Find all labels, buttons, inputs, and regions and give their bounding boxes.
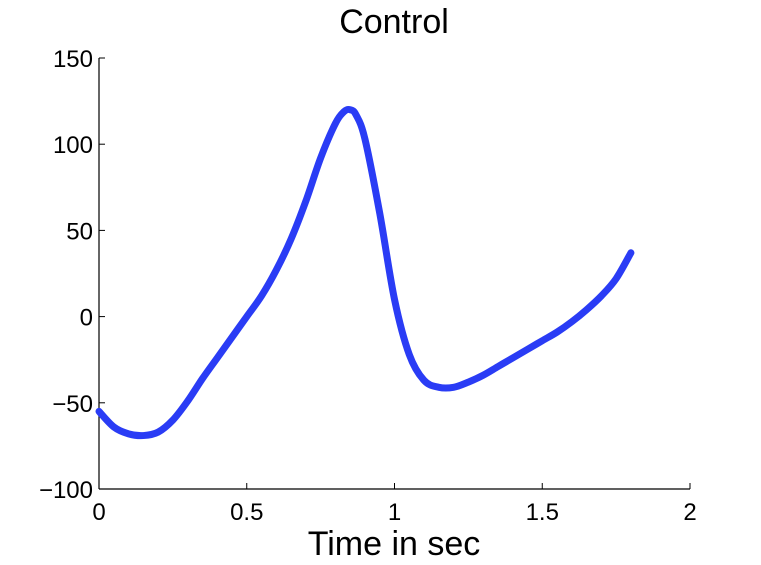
x-tick-label: 1 (388, 499, 401, 526)
x-ticks: 0 0.5 1 1.5 2 (92, 483, 697, 526)
axes (98, 58, 690, 490)
y-tick-label: 150 (53, 46, 93, 73)
y-tick-label: 100 (53, 132, 93, 159)
y-tick-label: 50 (66, 218, 93, 245)
x-axis-label: Time in sec (308, 525, 481, 563)
series-line (95, 105, 635, 440)
y-ticks: −100 −50 0 50 100 150 (39, 46, 105, 504)
x-tick-label: 2 (683, 499, 696, 526)
chart-title: Control (339, 3, 449, 41)
x-tick-label: 1.5 (526, 499, 559, 526)
y-tick-label: −50 (52, 391, 93, 418)
y-tick-label: 0 (80, 305, 93, 332)
x-tick-label: 0.5 (230, 499, 263, 526)
y-tick-label: −100 (39, 477, 93, 504)
x-tick-label: 0 (92, 499, 105, 526)
